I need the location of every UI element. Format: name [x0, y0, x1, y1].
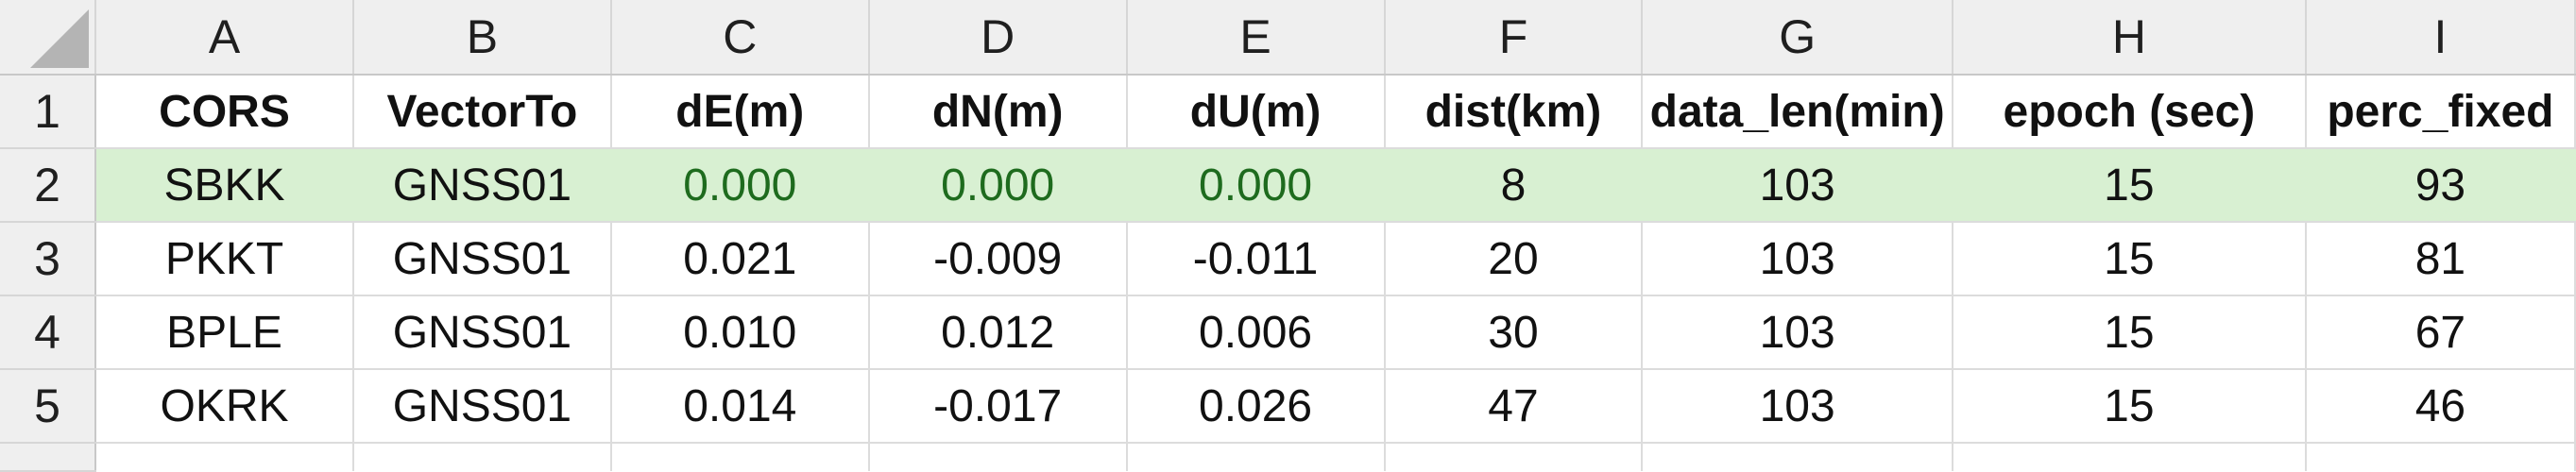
table-row: 2 SBKK GNSS01 0.000 0.000 0.000 8 103 15…: [0, 148, 2576, 223]
cell-h1[interactable]: epoch (sec): [1952, 75, 2307, 149]
cell-i5[interactable]: 46: [2305, 369, 2576, 444]
cell-h2[interactable]: 15: [1952, 148, 2307, 223]
column-header-b[interactable]: B: [352, 0, 612, 76]
row-header-3[interactable]: 3: [0, 222, 97, 296]
cell-b2[interactable]: GNSS01: [352, 148, 612, 223]
cell-i1[interactable]: perc_fixed: [2305, 75, 2576, 149]
column-header-a[interactable]: A: [95, 0, 354, 76]
cell-g2[interactable]: 103: [1642, 148, 1953, 223]
cell-i2[interactable]: 93: [2305, 148, 2576, 223]
row-header-2[interactable]: 2: [0, 148, 97, 223]
cell-g6[interactable]: [1642, 443, 1953, 471]
column-header-i[interactable]: I: [2305, 0, 2576, 76]
column-header-c[interactable]: C: [610, 0, 870, 76]
row-header-6[interactable]: [0, 443, 97, 472]
cell-a5[interactable]: OKRK: [95, 369, 354, 444]
cell-g5[interactable]: 103: [1642, 369, 1953, 444]
cell-c2[interactable]: 0.000: [610, 148, 870, 223]
cell-b5[interactable]: GNSS01: [352, 369, 612, 444]
cell-h4[interactable]: 15: [1952, 295, 2307, 370]
row-header-4[interactable]: 4: [0, 295, 97, 370]
cell-e2[interactable]: 0.000: [1126, 148, 1386, 223]
cell-e4[interactable]: 0.006: [1126, 295, 1386, 370]
cell-e6[interactable]: [1126, 443, 1386, 471]
cell-d5[interactable]: -0.017: [868, 369, 1128, 444]
cell-c3[interactable]: 0.021: [610, 222, 870, 296]
cell-d1[interactable]: dN(m): [868, 75, 1128, 149]
cell-b1[interactable]: VectorTo: [352, 75, 612, 149]
cell-g4[interactable]: 103: [1642, 295, 1953, 370]
cell-c6[interactable]: [610, 443, 870, 471]
table-row: [0, 443, 2576, 472]
select-all-triangle-icon: [30, 9, 90, 68]
cell-d3[interactable]: -0.009: [868, 222, 1128, 296]
cell-g3[interactable]: 103: [1642, 222, 1953, 296]
select-all-button[interactable]: [0, 0, 97, 76]
cell-f2[interactable]: 8: [1384, 148, 1644, 223]
cell-f1[interactable]: dist(km): [1384, 75, 1644, 149]
column-header-row: A B C D E F G H I: [0, 0, 2576, 76]
cell-c5[interactable]: 0.014: [610, 369, 870, 444]
cell-g1[interactable]: data_len(min): [1642, 75, 1953, 149]
cell-i4[interactable]: 67: [2305, 295, 2576, 370]
cell-e5[interactable]: 0.026: [1126, 369, 1386, 444]
cell-d6[interactable]: [868, 443, 1128, 471]
table-row: 5 OKRK GNSS01 0.014 -0.017 0.026 47 103 …: [0, 369, 2576, 444]
cell-c1[interactable]: dE(m): [610, 75, 870, 149]
cell-e3[interactable]: -0.011: [1126, 222, 1386, 296]
cell-a2[interactable]: SBKK: [95, 148, 354, 223]
cell-e1[interactable]: dU(m): [1126, 75, 1386, 149]
row-header-1[interactable]: 1: [0, 75, 97, 149]
cell-a1[interactable]: CORS: [95, 75, 354, 149]
column-header-f[interactable]: F: [1384, 0, 1644, 76]
cell-f6[interactable]: [1384, 443, 1644, 471]
table-row: 4 BPLE GNSS01 0.010 0.012 0.006 30 103 1…: [0, 295, 2576, 370]
column-header-h[interactable]: H: [1952, 0, 2307, 76]
cell-a4[interactable]: BPLE: [95, 295, 354, 370]
cell-h5[interactable]: 15: [1952, 369, 2307, 444]
cell-a6[interactable]: [95, 443, 354, 471]
cell-c4[interactable]: 0.010: [610, 295, 870, 370]
column-header-e[interactable]: E: [1126, 0, 1386, 76]
cell-f4[interactable]: 30: [1384, 295, 1644, 370]
table-row: 1 CORS VectorTo dE(m) dN(m) dU(m) dist(k…: [0, 75, 2576, 149]
cell-h3[interactable]: 15: [1952, 222, 2307, 296]
cell-f5[interactable]: 47: [1384, 369, 1644, 444]
cell-i6[interactable]: [2305, 443, 2576, 471]
column-header-d[interactable]: D: [868, 0, 1128, 76]
cell-h6[interactable]: [1952, 443, 2307, 471]
table-row: 3 PKKT GNSS01 0.021 -0.009 -0.011 20 103…: [0, 222, 2576, 296]
row-header-5[interactable]: 5: [0, 369, 97, 444]
cell-d2[interactable]: 0.000: [868, 148, 1128, 223]
cell-b3[interactable]: GNSS01: [352, 222, 612, 296]
cell-b4[interactable]: GNSS01: [352, 295, 612, 370]
cell-d4[interactable]: 0.012: [868, 295, 1128, 370]
cell-a3[interactable]: PKKT: [95, 222, 354, 296]
cell-f3[interactable]: 20: [1384, 222, 1644, 296]
cell-i3[interactable]: 81: [2305, 222, 2576, 296]
column-header-g[interactable]: G: [1642, 0, 1953, 76]
cell-b6[interactable]: [352, 443, 612, 471]
